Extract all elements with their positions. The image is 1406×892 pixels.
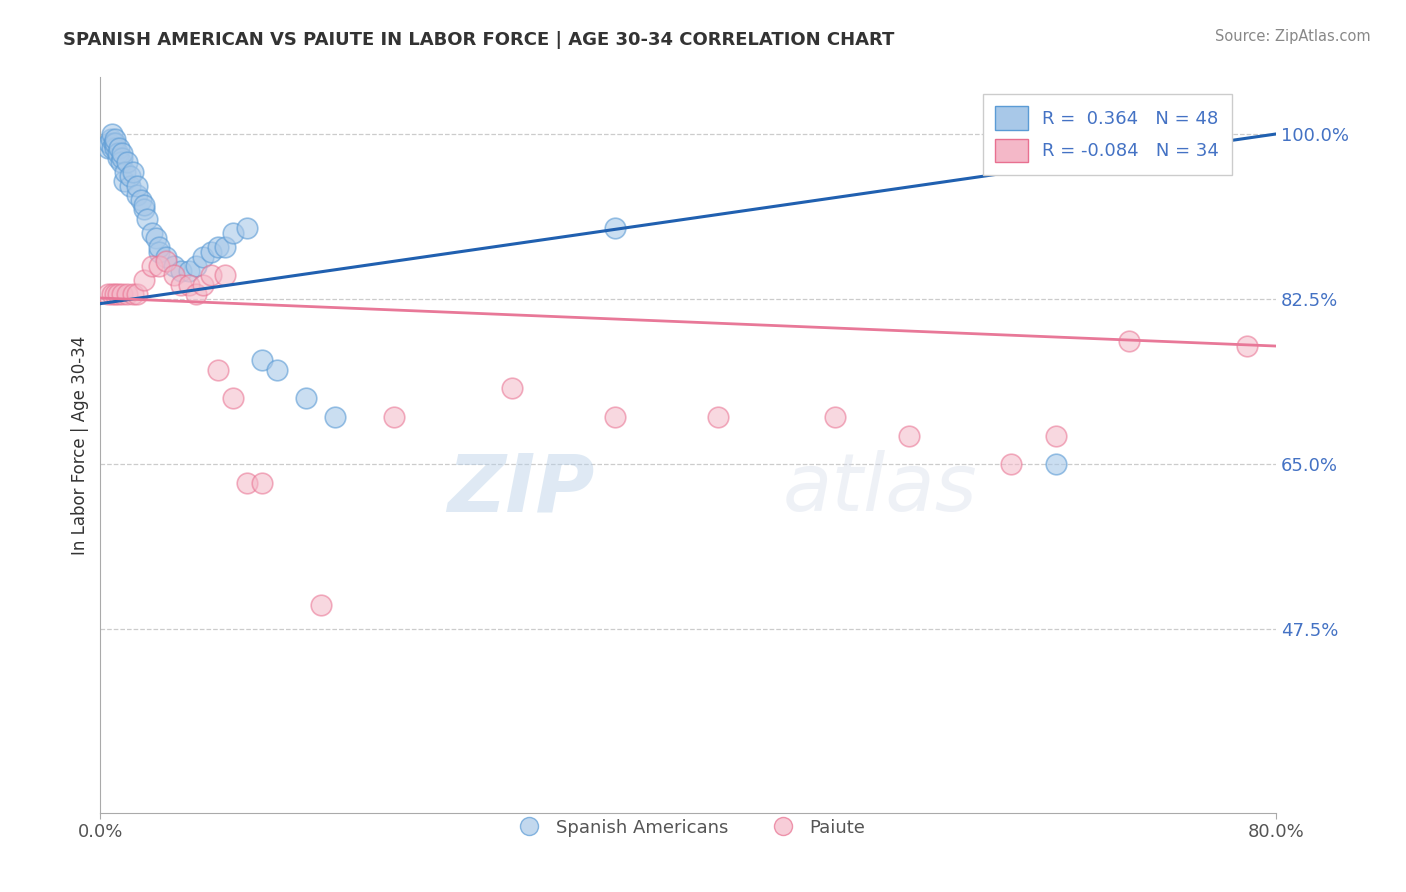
Point (501, 381, 523, 395)
Point (824, 409, 846, 424)
Point (170, 263, 193, 277)
Point (104, 131, 127, 145)
Point (250, 353, 273, 368)
Y-axis label: In Labor Force | Age 30-34: In Labor Force | Age 30-34 (72, 335, 89, 555)
Point (207, 240, 229, 254)
Point (115, 287, 138, 301)
Point (1118, 334, 1140, 349)
Point (111, 151, 134, 165)
Point (148, 240, 170, 254)
Point (97, 287, 120, 301)
Point (170, 277, 193, 292)
Point (193, 250, 215, 264)
Point (897, 428, 920, 442)
Point (134, 197, 156, 211)
Point (325, 409, 347, 424)
Point (706, 409, 728, 424)
Point (108, 141, 131, 155)
Point (1000, 457, 1022, 471)
Point (221, 226, 243, 240)
Point (101, 287, 124, 301)
Point (127, 287, 149, 301)
Point (141, 226, 163, 240)
Point (163, 259, 186, 273)
Point (115, 155, 138, 169)
Text: ZIP: ZIP (447, 450, 595, 528)
Point (107, 151, 129, 165)
Point (136, 211, 159, 226)
Point (207, 362, 229, 376)
Point (112, 174, 135, 188)
Point (382, 409, 405, 424)
Point (141, 259, 163, 273)
Point (1045, 457, 1067, 471)
Point (214, 240, 236, 254)
Point (184, 287, 207, 301)
Point (107, 145, 129, 160)
Legend: Spanish Americans, Paiute: Spanish Americans, Paiute (503, 812, 873, 844)
Point (266, 362, 288, 376)
Point (309, 599, 332, 613)
Point (98, 136, 121, 151)
Point (163, 268, 186, 283)
Point (603, 409, 626, 424)
Point (148, 259, 170, 273)
Point (121, 287, 143, 301)
Point (114, 164, 136, 178)
Point (118, 169, 141, 184)
Point (103, 136, 125, 151)
Point (100, 131, 122, 145)
Point (200, 268, 222, 283)
Point (1045, 428, 1067, 442)
Point (603, 221, 626, 235)
Point (127, 178, 149, 193)
Point (148, 244, 170, 259)
Point (121, 164, 143, 178)
Point (145, 230, 167, 244)
Text: SPANISH AMERICAN VS PAIUTE IN LABOR FORCE | AGE 30-34 CORRELATION CHART: SPANISH AMERICAN VS PAIUTE IN LABOR FORC… (63, 31, 894, 49)
Point (101, 127, 124, 141)
Point (214, 268, 236, 283)
Point (193, 277, 215, 292)
Point (177, 277, 200, 292)
Point (101, 141, 124, 155)
Point (131, 193, 153, 207)
Point (104, 141, 127, 155)
Point (221, 391, 243, 405)
Point (250, 475, 273, 490)
Point (236, 475, 259, 490)
Point (200, 244, 222, 259)
Point (134, 202, 156, 217)
Point (104, 287, 127, 301)
Point (155, 254, 177, 268)
Point (97, 141, 120, 155)
Point (104, 136, 127, 151)
Point (111, 145, 134, 160)
Point (155, 250, 177, 264)
Point (177, 263, 200, 277)
Point (118, 178, 141, 193)
Point (107, 287, 129, 301)
Point (111, 287, 134, 301)
Text: atlas: atlas (782, 450, 977, 528)
Point (110, 155, 132, 169)
Point (1236, 339, 1258, 353)
Point (184, 259, 207, 273)
Point (295, 391, 318, 405)
Point (127, 188, 149, 202)
Text: Source: ZipAtlas.com: Source: ZipAtlas.com (1215, 29, 1371, 44)
Point (134, 273, 156, 287)
Point (236, 221, 259, 235)
